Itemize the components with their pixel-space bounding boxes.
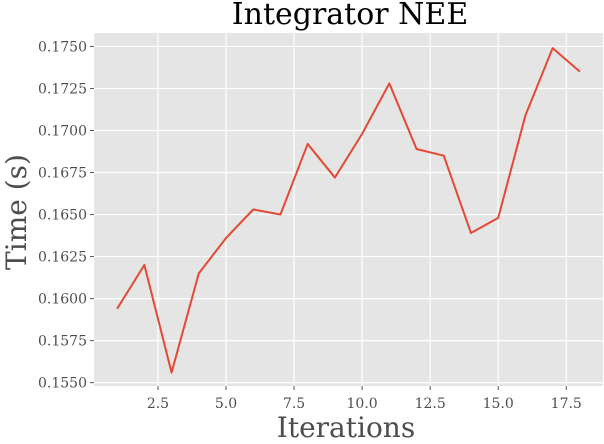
y-tick-label: 0.1725 <box>38 81 87 97</box>
y-tick-label: 0.1600 <box>38 292 87 308</box>
chart-title: Integrator NEE <box>232 0 468 32</box>
x-axis-label: Iterations <box>277 411 415 444</box>
y-tick-label: 0.1625 <box>38 250 87 266</box>
y-tick-label: 0.1700 <box>38 123 87 139</box>
y-tick-label: 0.1575 <box>38 334 87 350</box>
x-tick-label: 15.0 <box>483 396 514 412</box>
y-gridlines <box>94 45 603 384</box>
y-tick-label: 0.1675 <box>38 166 87 182</box>
y-axis-label: Time (s) <box>0 154 33 270</box>
y-tick-label: 0.1550 <box>38 376 87 392</box>
series-line <box>116 47 581 374</box>
plot-area <box>94 33 603 386</box>
x-tick-label: 7.5 <box>283 396 305 412</box>
x-tick-label: 17.5 <box>551 396 582 412</box>
x-tick-label: 2.5 <box>147 396 169 412</box>
y-tick-label: 0.1650 <box>38 208 87 224</box>
x-tick-label: 5.0 <box>215 396 237 412</box>
y-axis: 0.1550 0.1575 0.1600 0.1625 0.1650 0.1675 0.17… <box>38 39 94 392</box>
x-axis: 2.5 5.0 7.5 10.0 12.5 15.0 17.5 <box>147 386 582 412</box>
x-tick-label: 12.5 <box>415 396 446 412</box>
x-tick-label: 10.0 <box>347 396 378 412</box>
y-tick-label: 0.1750 <box>38 39 87 55</box>
x-gridlines <box>157 33 567 386</box>
